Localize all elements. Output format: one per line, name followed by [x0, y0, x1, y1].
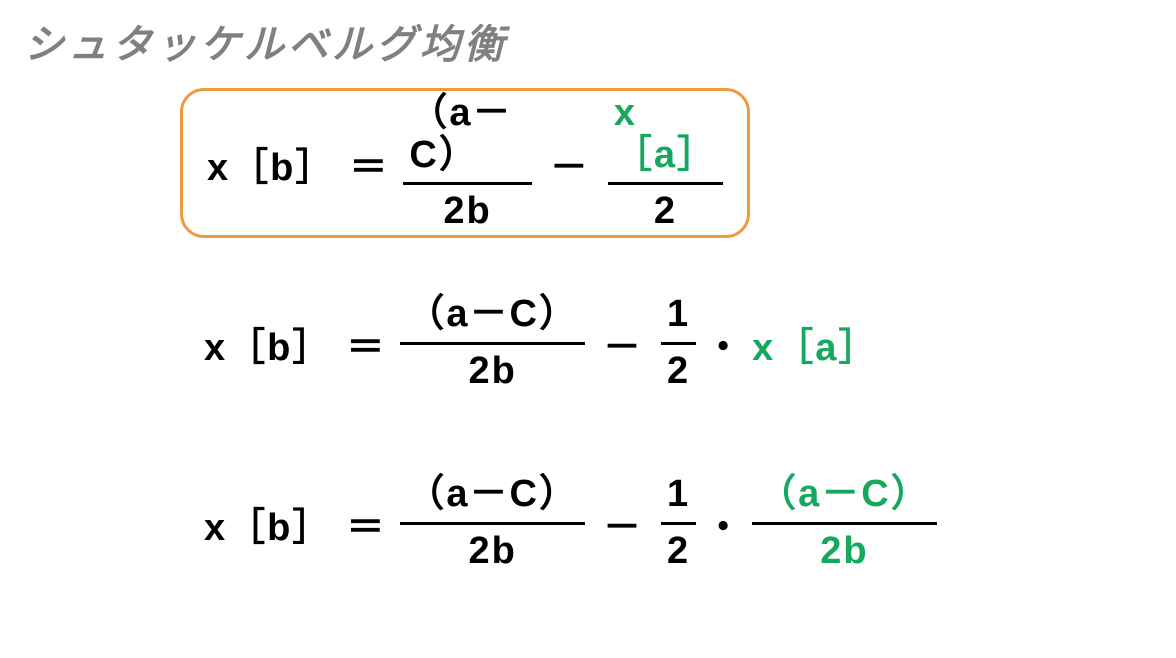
fraction-numerator: x［a］ [608, 93, 723, 183]
equation-row: x［b］ ＝ （a－C） 2b － 1 2 ・ x［a］ [180, 268, 961, 418]
fraction: （a－C） 2b [752, 474, 937, 573]
minus-sign: － [603, 496, 643, 551]
fraction: 1 2 [661, 294, 696, 393]
minus-sign: － [603, 316, 643, 371]
fraction-numerator: （a－C） [400, 294, 585, 342]
equation-row: x［b］ ＝ （a－C） 2b － 1 2 ・ （a－C） 2b [180, 448, 961, 598]
equation-list: x［b］ ＝ （a－C） 2b － x［a］ 2 x［b］ ＝ （a－C） 2b… [180, 88, 961, 628]
equation-lhs: x［b］ [204, 316, 332, 371]
fraction-numerator: 1 [661, 294, 696, 342]
fraction-numerator: （a－C） [403, 93, 531, 183]
fraction-denominator: 2b [462, 345, 522, 393]
page-title: シュタッケルベルグ均衡 [24, 12, 508, 70]
minus-sign: － [550, 136, 590, 191]
fraction-denominator: 2 [648, 185, 683, 233]
fraction: （a－C） 2b [400, 474, 585, 573]
fraction-denominator: 2 [661, 345, 696, 393]
equals-sign: ＝ [346, 316, 386, 371]
fraction-denominator: 2b [437, 185, 497, 233]
fraction: （a－C） 2b [400, 294, 585, 393]
fraction: x［a］ 2 [608, 93, 723, 233]
multiply-dot: ・ [704, 316, 744, 371]
term-text: x［a］ [752, 316, 878, 371]
fraction-denominator: 2 [661, 525, 696, 573]
equation-lhs: x［b］ [207, 136, 335, 191]
fraction-numerator: （a－C） [400, 474, 585, 522]
fraction-numerator: （a－C） [752, 474, 937, 522]
fraction-denominator: 2b [462, 525, 522, 573]
equals-sign: ＝ [346, 496, 386, 551]
equation-row: x［b］ ＝ （a－C） 2b － x［a］ 2 [180, 88, 750, 238]
equals-sign: ＝ [349, 136, 389, 191]
fraction-denominator: 2b [814, 525, 874, 573]
fraction-numerator: 1 [661, 474, 696, 522]
fraction: （a－C） 2b [403, 93, 531, 233]
equation-lhs: x［b］ [204, 496, 332, 551]
multiply-dot: ・ [704, 496, 744, 551]
fraction: 1 2 [661, 474, 696, 573]
